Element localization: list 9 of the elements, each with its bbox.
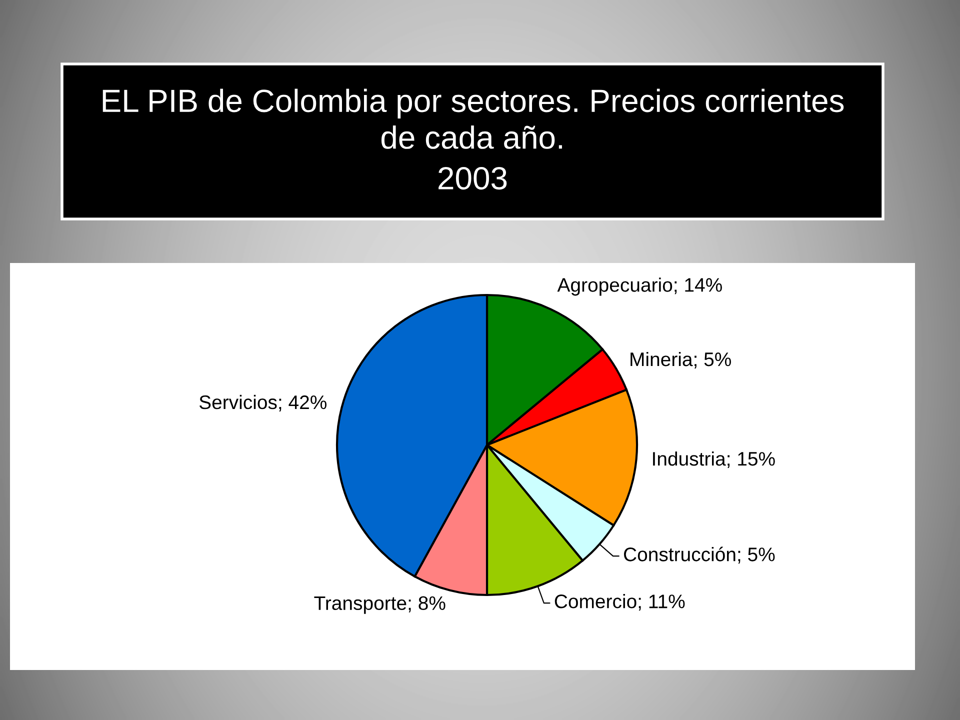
slice-label: Transporte; 8%	[314, 596, 446, 614]
chart-subtitle: 2003	[438, 166, 507, 190]
slice-label: Industria; 15%	[653, 451, 775, 468]
slice-label: Construcción; 5%	[624, 546, 775, 564]
slice-label: Mineria; 5%	[630, 352, 731, 369]
chart-title: EL PIB de Colombia por sectores. Precios corrientes de cada año.	[102, 88, 844, 149]
slice-label: Comercio; 11%	[554, 594, 685, 611]
slice-label: Servicios; 42%	[199, 394, 326, 412]
slice-label: Agropecuario; 14%	[557, 278, 722, 296]
